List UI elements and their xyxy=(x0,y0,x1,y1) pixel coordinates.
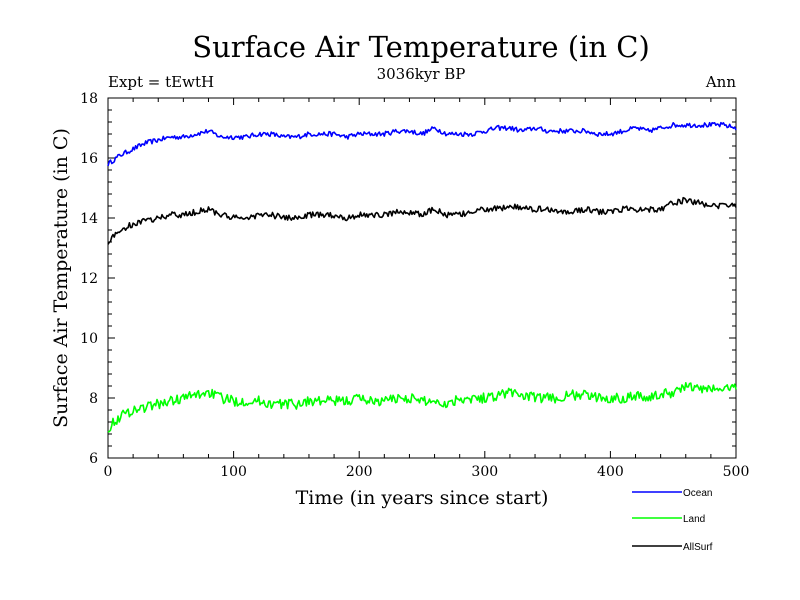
x-tick-label: 500 xyxy=(723,464,750,480)
tick-labels: 0 100 200 300 400 500 6 8 10 12 14 16 18 xyxy=(80,91,749,480)
chart-subtitle: 3036kyr BP xyxy=(377,65,466,83)
x-tick-label: 100 xyxy=(220,464,247,480)
season-note: Ann xyxy=(705,73,736,91)
plot-frame xyxy=(107,97,737,459)
legend-label-allsurf: AllSurf xyxy=(683,542,713,553)
y-tick-label: 8 xyxy=(89,391,98,407)
x-tick-label: 0 xyxy=(104,464,113,480)
x-tick-label: 200 xyxy=(346,464,373,480)
y-tick-label: 14 xyxy=(80,211,98,227)
chart-title: Surface Air Temperature (in C) xyxy=(192,30,650,64)
legend: Ocean Land AllSurf xyxy=(632,488,713,553)
series-lines xyxy=(107,121,737,433)
x-tick-label: 400 xyxy=(597,464,624,480)
series-line-allsurf xyxy=(107,196,737,245)
x-tick-label: 300 xyxy=(471,464,498,480)
legend-label-land: Land xyxy=(683,514,705,525)
axis-ticks xyxy=(107,97,737,459)
y-axis-label: Surface Air Temperature (in C) xyxy=(50,128,72,428)
series-line-ocean xyxy=(107,121,737,167)
y-tick-label: 10 xyxy=(80,331,98,347)
experiment-note: Expt = tEwtH xyxy=(108,73,214,91)
x-axis-label: Time (in years since start) xyxy=(296,487,549,509)
y-tick-label: 16 xyxy=(80,151,98,167)
legend-label-ocean: Ocean xyxy=(683,488,712,499)
series-line-land xyxy=(107,381,737,433)
y-tick-label: 12 xyxy=(80,271,98,287)
y-tick-label: 18 xyxy=(80,91,98,107)
y-tick-label: 6 xyxy=(89,451,98,467)
